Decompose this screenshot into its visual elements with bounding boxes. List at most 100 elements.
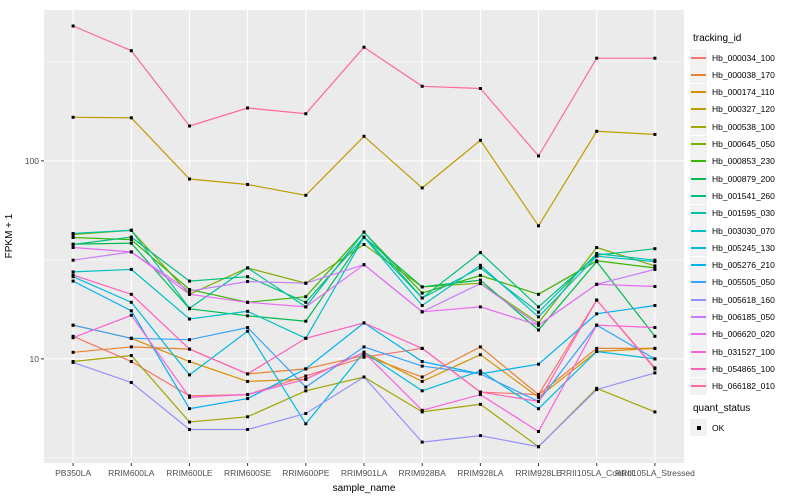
data-point (362, 350, 366, 354)
data-point (246, 266, 250, 270)
data-point (246, 183, 250, 186)
legend-item: Hb_000038_170 (690, 66, 775, 84)
legend-color-swatch (691, 212, 706, 215)
legend-shape-item: OK (690, 419, 724, 436)
data-point (537, 393, 540, 397)
data-point (537, 323, 540, 327)
data-point (304, 385, 308, 389)
data-point (188, 428, 191, 431)
legend-color-swatch (691, 91, 706, 94)
legend-item: Hb_054865_100 (690, 360, 775, 378)
data-point (595, 323, 599, 327)
data-point (420, 440, 424, 444)
data-point (304, 412, 308, 415)
data-point (129, 345, 133, 349)
legend-color-swatch (691, 143, 706, 145)
data-point (188, 288, 191, 291)
data-point (362, 375, 366, 379)
legend-item-label: Hb_005245_130 (712, 242, 775, 253)
legend-item: Hb_005276_210 (690, 256, 775, 274)
data-point (653, 264, 657, 268)
legend-item-label: Hb_003030_070 (712, 225, 775, 236)
data-point (129, 250, 133, 254)
data-point (653, 326, 657, 329)
legend-item: Hb_003030_070 (690, 222, 775, 239)
data-point (478, 273, 482, 277)
data-point (653, 346, 657, 350)
legend-item: Hb_001595_030 (690, 204, 775, 222)
legend-item-label: Hb_000645_050 (712, 139, 775, 149)
data-point (188, 338, 191, 342)
legend-item: Hb_005618_160 (690, 291, 775, 309)
x-tick-labels: PB350LA RRIM600LA RRIM600LE RRIM600SE RRIM60… (55, 468, 695, 478)
legend-key-line-icon (690, 222, 707, 239)
data-point (246, 300, 250, 304)
legend-color-swatch (691, 281, 706, 284)
data-point (420, 304, 424, 307)
data-point (653, 357, 657, 361)
legend-key-line-icon (690, 187, 707, 205)
data-point (420, 346, 424, 350)
legend-key-line-icon (690, 343, 707, 361)
data-point (653, 285, 657, 288)
data-point (653, 304, 657, 307)
data-point (653, 334, 657, 338)
legend-color-swatch (691, 108, 706, 111)
legend-color-swatch (691, 350, 706, 353)
data-point (246, 397, 250, 401)
legend-key-line-icon (690, 83, 707, 101)
legend-color-swatch (691, 385, 706, 388)
data-point (246, 428, 250, 431)
data-point (129, 336, 133, 340)
legend-item-label: Hb_000174_110 (712, 87, 775, 98)
data-point (129, 267, 133, 271)
data-point (362, 230, 366, 234)
legend-color-swatch (691, 160, 706, 163)
legend-color-swatch (691, 264, 706, 267)
legend-key-line-icon (690, 49, 707, 66)
legend-item: Hb_000853_230 (690, 152, 775, 170)
data-point (420, 408, 424, 412)
data-point (420, 84, 424, 88)
data-point (420, 310, 424, 314)
legend-item-label: Hb_000034_100 (712, 52, 775, 63)
data-point (71, 246, 75, 249)
legend-item-label: Hb_001595_030 (712, 208, 775, 219)
legend: tracking_id Hb_000034_100 Hb_000038_170 Hb… (690, 0, 800, 500)
y-axis-title: FPKM + 1 (4, 213, 15, 258)
data-point (71, 279, 75, 283)
legend-shape-title: quant_status (693, 403, 751, 414)
data-point (537, 407, 540, 411)
data-point (537, 292, 540, 296)
data-point (71, 243, 75, 246)
data-point (129, 313, 133, 317)
y-tick-labels: 10 100 (25, 156, 39, 364)
data-point (304, 193, 308, 197)
data-point (537, 445, 540, 449)
legend-item: Hb_000327_120 (690, 100, 775, 118)
data-point (188, 177, 191, 181)
legend-item-label: Hb_031527_100 (712, 346, 775, 357)
data-point (362, 355, 366, 359)
data-point (129, 228, 133, 232)
data-point (188, 292, 191, 296)
data-point (129, 235, 133, 239)
legend-color-swatch (691, 177, 706, 180)
data-point (478, 282, 482, 286)
data-point (71, 336, 75, 340)
data-point (362, 243, 366, 246)
legend-item-label: Hb_005618_160 (712, 294, 775, 305)
data-point (188, 317, 191, 321)
data-point (537, 305, 540, 309)
data-point (537, 154, 540, 158)
legend-key-line-icon (690, 239, 707, 257)
data-point (304, 305, 308, 309)
data-point (71, 232, 75, 235)
data-point (420, 364, 424, 368)
x-tick-label: RRIM928BA (399, 468, 447, 478)
data-point (653, 260, 657, 264)
data-point (653, 371, 657, 375)
data-point (362, 134, 366, 138)
